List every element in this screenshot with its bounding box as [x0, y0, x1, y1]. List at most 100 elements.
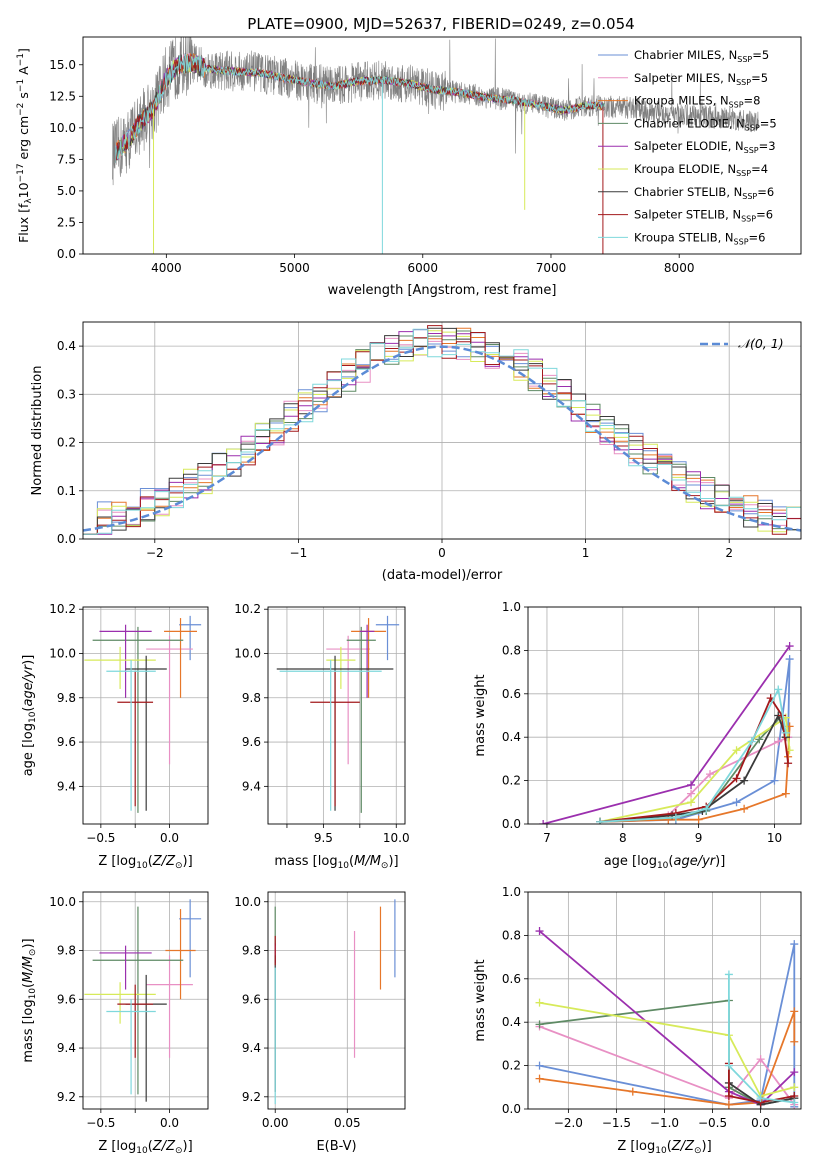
x-tick-label: 2	[725, 546, 733, 560]
x-axis-label: Z [log10(Z/Z⊙)]	[98, 854, 192, 871]
y-tick-label: 9.8	[57, 944, 76, 958]
y-tick-label: 9.6	[57, 735, 76, 749]
axes: 4000 5000 6000 7000 8000 0.0 2.5 5.0 7.5 10.0 12.5…	[16, 36, 802, 298]
x-tick-label: 0.0	[160, 831, 179, 845]
y-tick-label: 0.0	[57, 532, 76, 546]
data-point-marker	[732, 746, 741, 755]
y-axis-label: mass weight	[473, 959, 488, 1041]
grid	[528, 891, 801, 1110]
x-tick-label: 9	[695, 831, 703, 845]
legend-label: Salpeter MILES, NSSP=5	[634, 71, 768, 87]
data-point-marker	[535, 1074, 544, 1083]
plot-area	[83, 325, 801, 535]
data-point-marker	[770, 776, 779, 785]
mass-weight-line	[728, 1063, 795, 1104]
x-tick-label: 8000	[664, 261, 695, 275]
x-axis-label: age [log10(age/yr)]	[604, 854, 726, 871]
plot-area	[112, 37, 759, 254]
data-point-marker	[596, 817, 605, 824]
legend-label: 𝒩(0, 1)	[738, 336, 784, 351]
y-tick-label: 0.1	[57, 484, 76, 498]
legend-label: Kroupa MILES, NSSP=8	[634, 94, 760, 110]
mass-vs-ebv-panel: 0.00 0.05 9.2 9.4 9.6 9.8 10.0 E(B-V)	[234, 891, 406, 1154]
x-tick-label: −1.0	[650, 1116, 679, 1130]
y-tick-label: 9.4	[242, 1041, 261, 1055]
y-tick-label: 9.8	[57, 691, 76, 705]
y-tick-label: 10.2	[49, 602, 76, 616]
x-tick-label: 6000	[407, 261, 438, 275]
y-tick-label: 10.0	[234, 647, 261, 661]
x-tick-label: 0.0	[751, 1116, 770, 1130]
x-tick-label: 10	[767, 831, 782, 845]
data-point-marker	[732, 774, 741, 783]
x-tick-label: −0.5	[86, 831, 115, 845]
x-axis-label: Z [log10(Z/Z⊙)]	[617, 1139, 711, 1156]
data-point-marker	[687, 789, 696, 798]
data-point-marker	[781, 789, 790, 798]
mass-vs-metallicity-panel: −0.5 0.0 9.2 9.4 9.6 9.8 10.0 Z [log10(Z/Z⊙)] ma…	[21, 891, 209, 1156]
x-axis-label: Z [log10(Z/Z⊙)]	[98, 1139, 192, 1156]
data-point-marker	[539, 820, 548, 824]
data-point-marker	[790, 1083, 799, 1092]
y-tick-label: 1.0	[502, 885, 521, 899]
data-point-marker	[664, 815, 673, 824]
data-point-marker	[790, 940, 799, 949]
data-point-marker	[702, 804, 711, 813]
data-point-marker	[535, 1020, 544, 1029]
x-axis-label: (data-model)/error	[382, 568, 503, 583]
y-axis-label: mass [log10(M/M⊙)]	[21, 938, 38, 1062]
y-tick-label: 9.2	[57, 1090, 76, 1104]
x-tick-label: −0.5	[86, 1116, 115, 1130]
x-tick-label: 5000	[279, 261, 310, 275]
y-tick-label: 0.8	[502, 928, 521, 942]
y-tick-label: 9.2	[242, 1090, 261, 1104]
data-point-marker	[774, 737, 783, 746]
data-point-marker	[774, 685, 783, 694]
y-tick-label: 9.6	[242, 992, 261, 1006]
data-point-marker	[535, 998, 544, 1007]
axes: −2 −1 0 1 2 0.0 0.1 0.2 0.3 0.4 𝒩(0, 1) (data-model…	[30, 321, 802, 583]
massweight-vs-metallicity-panel: −2.0 −1.5 −1.0 −0.5 0.0 0.0 0.2 0.4 0.6 0.8 1.0 Z […	[473, 885, 802, 1156]
y-tick-label: 0.4	[502, 1015, 521, 1029]
y-axis-label: age [log10(age/yr)]	[21, 655, 38, 777]
axes: −2.0 −1.5 −1.0 −0.5 0.0 0.0 0.2 0.4 0.6 0.8 1.0 Z […	[473, 885, 802, 1156]
plot-area	[274, 899, 396, 1105]
normal-reference-curve	[83, 345, 801, 532]
data-point-marker	[687, 798, 696, 807]
y-tick-label: 0.6	[502, 687, 521, 701]
data-point-marker	[706, 770, 714, 779]
data-point-marker	[785, 655, 794, 664]
axes-frame	[82, 606, 209, 825]
spectrum-panel: 4000 5000 6000 7000 8000 0.0 2.5 5.0 7.5 10.0 12.5…	[16, 36, 802, 298]
data-point-marker	[790, 1037, 799, 1046]
grid	[83, 607, 208, 824]
data-point-marker	[535, 927, 544, 936]
data-point-marker	[628, 1087, 637, 1096]
y-tick-label: 0.0	[502, 817, 521, 831]
y-tick-label: 9.6	[57, 992, 76, 1006]
data-point-marker	[790, 1098, 799, 1107]
data-point-marker	[732, 798, 741, 807]
y-tick-label: 0.4	[502, 730, 521, 744]
model-spectrum-line	[114, 54, 605, 164]
axes-frame	[82, 891, 209, 1110]
y-tick-label: 9.4	[57, 779, 76, 793]
y-tick-label: 0.3	[57, 387, 76, 401]
figure-title: PLATE=0900, MJD=52637, FIBERID=0249, z=0…	[247, 15, 634, 33]
axes: 7 8 9 10 0.0 0.2 0.4 0.6 0.8 1.0 age [log10(age/yr…	[473, 600, 802, 871]
y-tick-label: 9.4	[242, 779, 261, 793]
data-point-marker	[790, 1007, 799, 1016]
mass-weight-line	[539, 1001, 795, 1098]
data-point-marker	[740, 776, 749, 785]
y-tick-label: 0.0	[502, 1102, 521, 1116]
residual-histogram-step	[83, 328, 801, 535]
x-tick-label: 8	[619, 831, 627, 845]
data-point-marker	[694, 815, 703, 824]
y-tick-label: 0.0	[57, 247, 76, 261]
y-tick-label: 9.4	[57, 1041, 76, 1055]
y-tick-label: 10.0	[49, 647, 76, 661]
x-tick-label: 1	[582, 546, 590, 560]
y-tick-label: 12.5	[49, 89, 76, 103]
axes-frame	[527, 891, 802, 1110]
data-point-marker	[535, 1061, 544, 1070]
